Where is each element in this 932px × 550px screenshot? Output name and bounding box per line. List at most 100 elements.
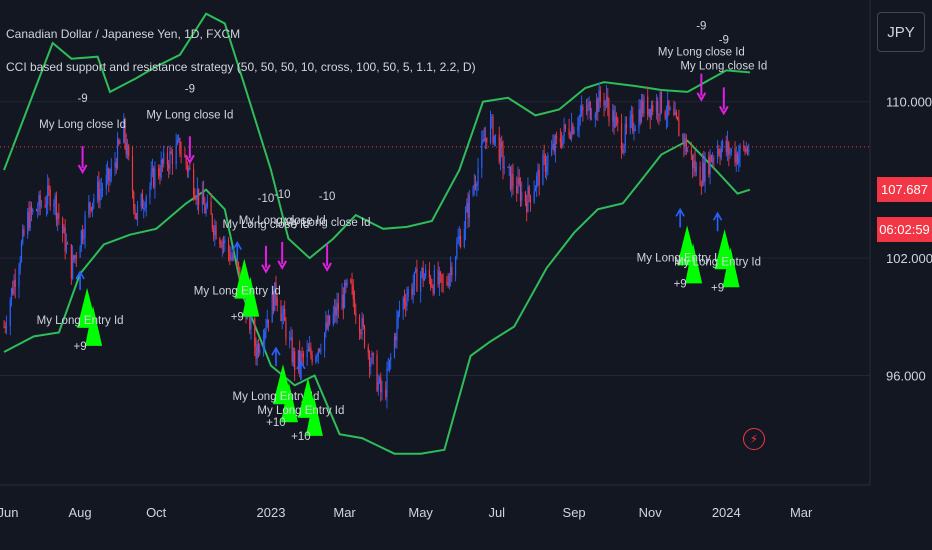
candle-body xyxy=(185,156,187,165)
entry-arrow-icon xyxy=(232,240,242,250)
candle-body xyxy=(605,96,608,102)
candle-body xyxy=(342,294,344,308)
exit-qty: -10 xyxy=(258,193,275,205)
candle-body xyxy=(101,188,104,190)
exit-arrow-icon xyxy=(185,154,195,165)
candle-body xyxy=(699,166,701,186)
candle-body xyxy=(13,279,15,294)
exit-arrow-icon xyxy=(277,260,288,270)
lightning-icon[interactable]: ⚡︎ xyxy=(743,428,765,450)
candle-body xyxy=(501,141,503,148)
candle-body xyxy=(58,213,60,219)
candle-body xyxy=(350,279,352,283)
candle-body xyxy=(578,117,580,127)
candle-body xyxy=(615,116,618,119)
candle-body xyxy=(224,240,226,244)
candle-body xyxy=(96,181,99,199)
candle-body xyxy=(32,209,34,213)
candle-body xyxy=(511,173,513,190)
candle-body xyxy=(622,150,624,153)
entry-qty: +10 xyxy=(266,417,286,429)
candle-body xyxy=(179,138,181,154)
exit-label: My Long close Id xyxy=(223,219,310,231)
candle-body xyxy=(685,138,687,152)
candle-body xyxy=(115,162,117,169)
candle-body xyxy=(582,106,584,111)
candle-body xyxy=(614,116,616,128)
candle-body xyxy=(168,164,170,169)
candle-body xyxy=(748,150,750,152)
candle-body xyxy=(563,124,565,136)
entry-label: My Long Entry Id xyxy=(232,391,319,403)
candle-body xyxy=(647,96,649,116)
candle-body xyxy=(695,166,697,173)
candle-body xyxy=(290,337,292,339)
candle-body xyxy=(105,174,107,189)
candle-body xyxy=(442,281,444,283)
candle-body xyxy=(467,203,469,218)
candle-body xyxy=(23,229,25,235)
candle-body xyxy=(388,359,391,369)
candle-body xyxy=(655,101,658,112)
candle-body xyxy=(739,145,741,156)
candle-body xyxy=(710,155,712,162)
candle-body xyxy=(53,203,55,207)
upper-band-line xyxy=(3,12,751,260)
candle-body xyxy=(403,297,406,303)
candle-body xyxy=(131,156,134,193)
candle-body xyxy=(387,368,389,370)
candle-body xyxy=(4,326,6,328)
candle-body xyxy=(542,155,544,186)
candle-body xyxy=(701,162,704,186)
entry-triangle xyxy=(722,247,740,288)
candle-body xyxy=(72,255,74,279)
candle-body xyxy=(193,168,195,196)
candle-body xyxy=(267,319,270,323)
candle-body xyxy=(306,350,308,358)
entry-qty: +9 xyxy=(711,282,724,294)
candle-body xyxy=(393,336,396,357)
candle-body xyxy=(372,353,374,355)
candle-body xyxy=(355,313,357,317)
candle-body xyxy=(300,353,302,366)
candle-body xyxy=(328,315,331,325)
candlesticks xyxy=(3,82,750,409)
candle-body xyxy=(63,227,65,234)
candle-body xyxy=(358,316,361,333)
exit-qty: -9 xyxy=(719,34,729,46)
entry-triangle xyxy=(305,395,323,436)
candle-body xyxy=(590,118,593,120)
candle-body xyxy=(319,349,321,351)
entry-triangle xyxy=(242,276,260,317)
candle-body xyxy=(332,313,334,325)
candle-body xyxy=(116,139,119,169)
candle-body xyxy=(432,286,434,294)
candle-body xyxy=(205,207,207,214)
candle-body xyxy=(79,247,81,258)
candle-body xyxy=(255,346,257,359)
candle-body xyxy=(721,140,724,149)
candle-body xyxy=(484,137,487,142)
candle-body xyxy=(149,185,151,198)
candle-body xyxy=(457,239,459,244)
candle-body xyxy=(423,276,426,281)
candle-body xyxy=(512,173,514,187)
candle-body xyxy=(415,269,417,272)
candle-body xyxy=(629,116,631,128)
candle-body xyxy=(597,99,599,112)
candle-body xyxy=(57,213,59,220)
candle-body xyxy=(718,148,720,155)
strategy-legend[interactable]: CCI based support and resistance strateg… xyxy=(6,60,476,74)
candle-body xyxy=(90,207,92,211)
entry-label: My Long Entry Id xyxy=(257,405,344,417)
currency-button[interactable]: JPY xyxy=(877,12,925,52)
candle-body xyxy=(594,114,596,119)
candle-body xyxy=(518,177,520,184)
candle-body xyxy=(143,208,145,210)
candle-body xyxy=(509,166,512,190)
support-resistance-bands xyxy=(3,12,751,455)
candle-body xyxy=(546,166,548,172)
candle-body xyxy=(450,266,452,276)
candle-body xyxy=(49,189,51,207)
